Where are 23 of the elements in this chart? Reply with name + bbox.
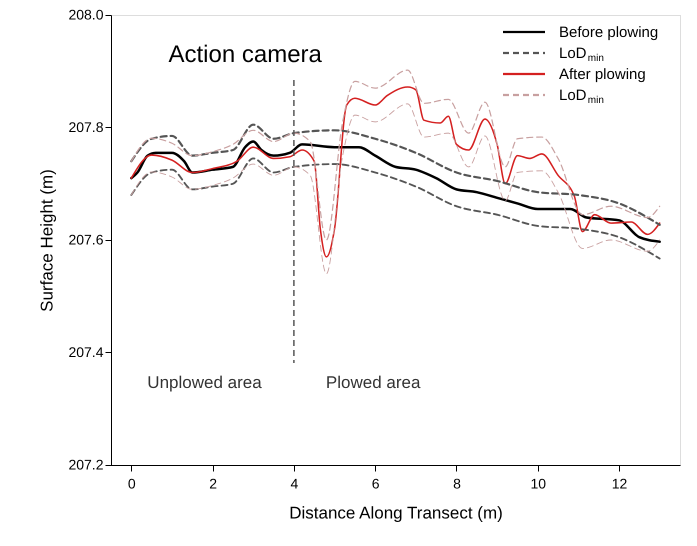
x-tick-label: 8: [453, 476, 462, 492]
annotation: Unplowed area: [147, 373, 262, 392]
y-tick-label: 207.2: [68, 456, 104, 472]
x-tick-label: 0: [128, 476, 136, 492]
y-tick-label: 208.0: [68, 6, 104, 22]
legend-label: After plowing: [559, 66, 646, 83]
x-tick-label: 10: [530, 476, 546, 492]
legend-label: Before plowing: [559, 24, 658, 41]
line-series: [130, 140, 661, 243]
y-axis-title: Surface Height (m): [37, 169, 56, 312]
y-tick-label: 207.4: [68, 344, 104, 360]
y-tick-label: 207.6: [68, 232, 104, 248]
x-tick-label: 6: [372, 476, 380, 492]
x-tick-label: 2: [209, 476, 218, 492]
y-tick-label: 207.8: [68, 119, 104, 135]
x-tick-label: 12: [612, 476, 628, 492]
ref-line-label: Action camera: [168, 41, 323, 68]
line-series: [130, 103, 660, 274]
x-axis-title: Distance Along Transect (m): [289, 504, 503, 522]
annotation: Plowed area: [326, 373, 421, 392]
x-tick-label: 4: [290, 476, 298, 492]
line-series: [130, 86, 660, 258]
line-series: [130, 70, 660, 241]
